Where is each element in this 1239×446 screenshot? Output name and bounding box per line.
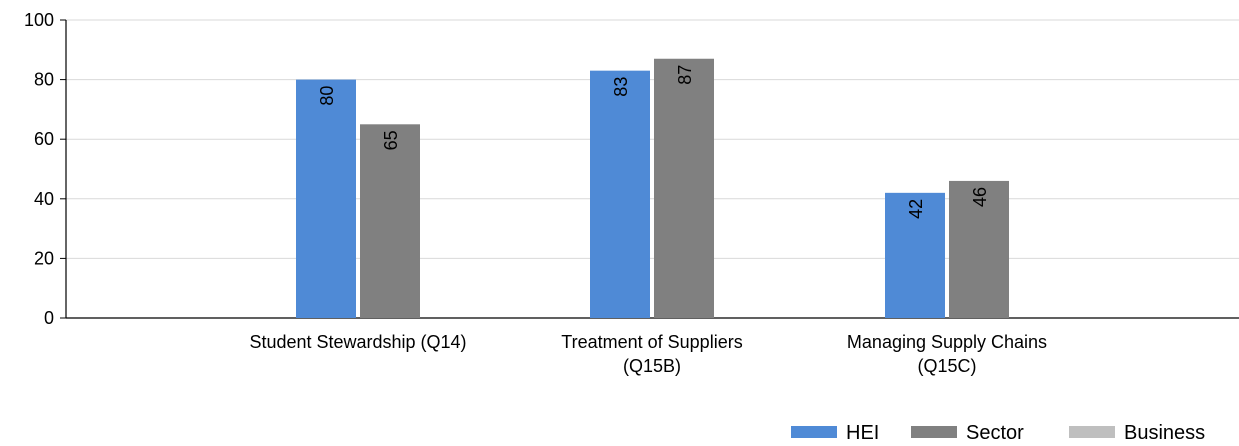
y-tick-label: 40 bbox=[34, 189, 54, 209]
bar-sector-1 bbox=[360, 124, 420, 318]
category-label: Student Stewardship (Q14) bbox=[249, 332, 466, 352]
legend-label-sector: Sector bbox=[966, 422, 1024, 444]
legend-label-business: Business bbox=[1124, 422, 1205, 444]
legend-swatch-business bbox=[1069, 426, 1115, 438]
y-tick-label: 100 bbox=[24, 10, 54, 30]
bar-hei-2 bbox=[590, 70, 650, 318]
bar-sector-2 bbox=[654, 58, 714, 319]
data-label-sector-3: 46 bbox=[970, 187, 990, 207]
y-tick-label: 0 bbox=[44, 308, 54, 328]
data-label-sector-2: 87 bbox=[675, 65, 695, 85]
category-label: (Q15C) bbox=[917, 356, 976, 376]
axes: 0 20 40 60 80 100 bbox=[24, 10, 1239, 328]
legend-swatch-hei bbox=[791, 426, 837, 438]
data-label-hei-3: 42 bbox=[906, 199, 926, 219]
data-label-hei-2: 83 bbox=[611, 77, 631, 97]
y-tick-label: 80 bbox=[34, 70, 54, 90]
bar-sector-3 bbox=[949, 180, 1009, 318]
bar-hei-1 bbox=[296, 79, 356, 318]
category-label: (Q15B) bbox=[623, 356, 681, 376]
gridlines bbox=[66, 19, 1239, 259]
legend-swatch-sector bbox=[911, 426, 957, 438]
category-labels: Student Stewardship (Q14) Treatment of Su… bbox=[249, 332, 1047, 376]
y-tick-label: 60 bbox=[34, 129, 54, 149]
category-label: Treatment of Suppliers bbox=[561, 332, 742, 352]
data-labels: 80 65 83 87 42 46 bbox=[317, 65, 990, 219]
legend: HEI Sector Business bbox=[791, 422, 1205, 444]
bars bbox=[296, 58, 1009, 319]
bar-hei-3 bbox=[885, 192, 945, 318]
data-label-sector-1: 65 bbox=[381, 130, 401, 150]
y-tick-label: 20 bbox=[34, 248, 54, 268]
category-label: Managing Supply Chains bbox=[847, 332, 1047, 352]
data-label-hei-1: 80 bbox=[317, 86, 337, 106]
legend-label-hei: HEI bbox=[846, 422, 879, 444]
